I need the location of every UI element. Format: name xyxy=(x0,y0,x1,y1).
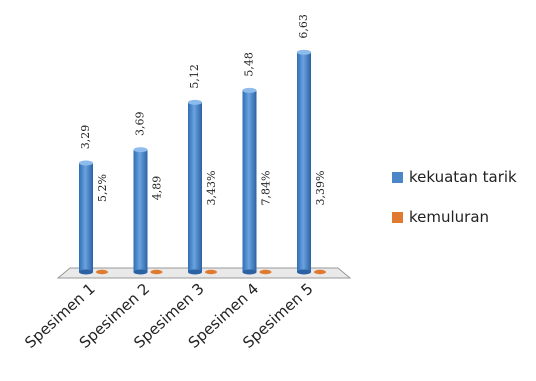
label-kemuluran-4: 7,84% xyxy=(260,171,273,206)
label-kekuatan-tarik-4: 5,48 xyxy=(243,52,256,77)
legend-item-kemuluran: kemuluran xyxy=(392,208,517,226)
chart-floor xyxy=(56,267,352,279)
label-kemuluran-3: 3,43% xyxy=(205,171,218,206)
label-kemuluran-2: 4,89 xyxy=(151,176,164,201)
legend-swatch-kekuatan-tarik xyxy=(392,171,403,183)
legend-swatch-kemuluran xyxy=(392,211,403,223)
bar-kekuatan-tarik-5 xyxy=(297,49,311,275)
bar-kemuluran-5 xyxy=(314,269,326,275)
bar-kemuluran-1 xyxy=(96,269,108,275)
legend-label-kekuatan-tarik: kekuatan tarik xyxy=(409,168,517,186)
bar-kemuluran-4 xyxy=(259,269,272,275)
legend-label-kemuluran: kemuluran xyxy=(409,208,490,226)
bar-kekuatan-tarik-3 xyxy=(188,99,202,275)
bar-kemuluran-3 xyxy=(205,269,217,275)
label-kemuluran-1: 5,2% xyxy=(96,174,109,202)
bar-kemuluran-2 xyxy=(150,269,163,275)
legend: kekuatan tarik kemuluran xyxy=(392,168,517,248)
bar-kekuatan-tarik-2 xyxy=(133,147,148,275)
label-kemuluran-5: 3,39% xyxy=(314,171,327,206)
legend-item-kekuatan-tarik: kekuatan tarik xyxy=(392,168,517,186)
label-kekuatan-tarik-3: 5,12 xyxy=(188,64,201,89)
bar-kekuatan-tarik-4 xyxy=(242,87,257,275)
label-kekuatan-tarik-2: 3,69 xyxy=(134,111,147,136)
label-kekuatan-tarik-1: 3,29 xyxy=(79,125,92,150)
label-kekuatan-tarik-5: 6,63 xyxy=(297,14,310,39)
bar-kekuatan-tarik-1 xyxy=(79,160,93,275)
